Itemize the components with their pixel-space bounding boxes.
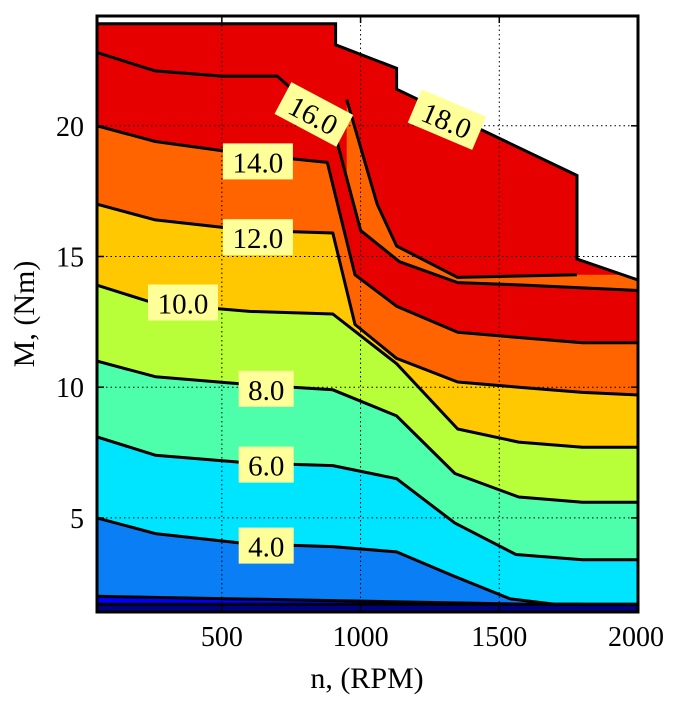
contour-line xyxy=(345,99,578,279)
contour-line xyxy=(97,51,638,292)
contour-label-box xyxy=(407,89,487,150)
y-tick-label: 5 xyxy=(70,504,84,535)
contour-label: 14.0 xyxy=(222,143,293,180)
contour-label-box xyxy=(274,82,354,147)
contour-label-box xyxy=(238,370,294,407)
contour-label-text: 8.0 xyxy=(248,375,284,407)
axis-ticks: 500 1000 1500 2000 5 10 15 20 xyxy=(56,16,664,653)
contour-line xyxy=(97,124,638,345)
contour-label-text: 14.0 xyxy=(233,147,284,179)
contour-label-text: 10.0 xyxy=(158,289,209,321)
contour-line xyxy=(97,202,638,397)
contour-labels: 16.0 18.014.012.010.08.06.04.0 xyxy=(148,82,487,564)
torque-limit-line xyxy=(97,22,639,282)
contour-label-box xyxy=(148,284,218,321)
y-tick-label: 10 xyxy=(56,373,84,404)
y-tick-label: 15 xyxy=(56,242,84,273)
contour-label-box xyxy=(222,219,293,256)
x-tick-label: 1000 xyxy=(333,622,389,653)
x-tick-label: 500 xyxy=(201,622,243,653)
y-tick-label: 20 xyxy=(56,112,84,143)
contour-label: 10.0 xyxy=(148,284,218,321)
contour-line xyxy=(97,516,638,606)
contour-label: 12.0 xyxy=(222,219,293,256)
contour-label: 4.0 xyxy=(238,527,294,564)
contour-label-text: 4.0 xyxy=(248,532,284,564)
contour-label-text: 6.0 xyxy=(248,451,284,483)
x-tick-label: 2000 xyxy=(608,622,664,653)
contour-label-box xyxy=(238,446,294,483)
contour-band-bottom xyxy=(97,604,638,612)
y-axis-label: M, (Nm) xyxy=(8,261,41,368)
x-axis-label: n, (RPM) xyxy=(310,662,423,695)
contour-line xyxy=(97,359,638,504)
contour-label: 8.0 xyxy=(238,370,294,407)
contour-label-box xyxy=(222,143,293,180)
contour-label-text: 12.0 xyxy=(233,223,284,255)
axes-frame xyxy=(95,14,640,614)
contour-label-box xyxy=(238,527,294,564)
x-tick-label: 1500 xyxy=(471,622,527,653)
contour-label: 6.0 xyxy=(238,446,294,483)
contour-line xyxy=(97,435,638,562)
